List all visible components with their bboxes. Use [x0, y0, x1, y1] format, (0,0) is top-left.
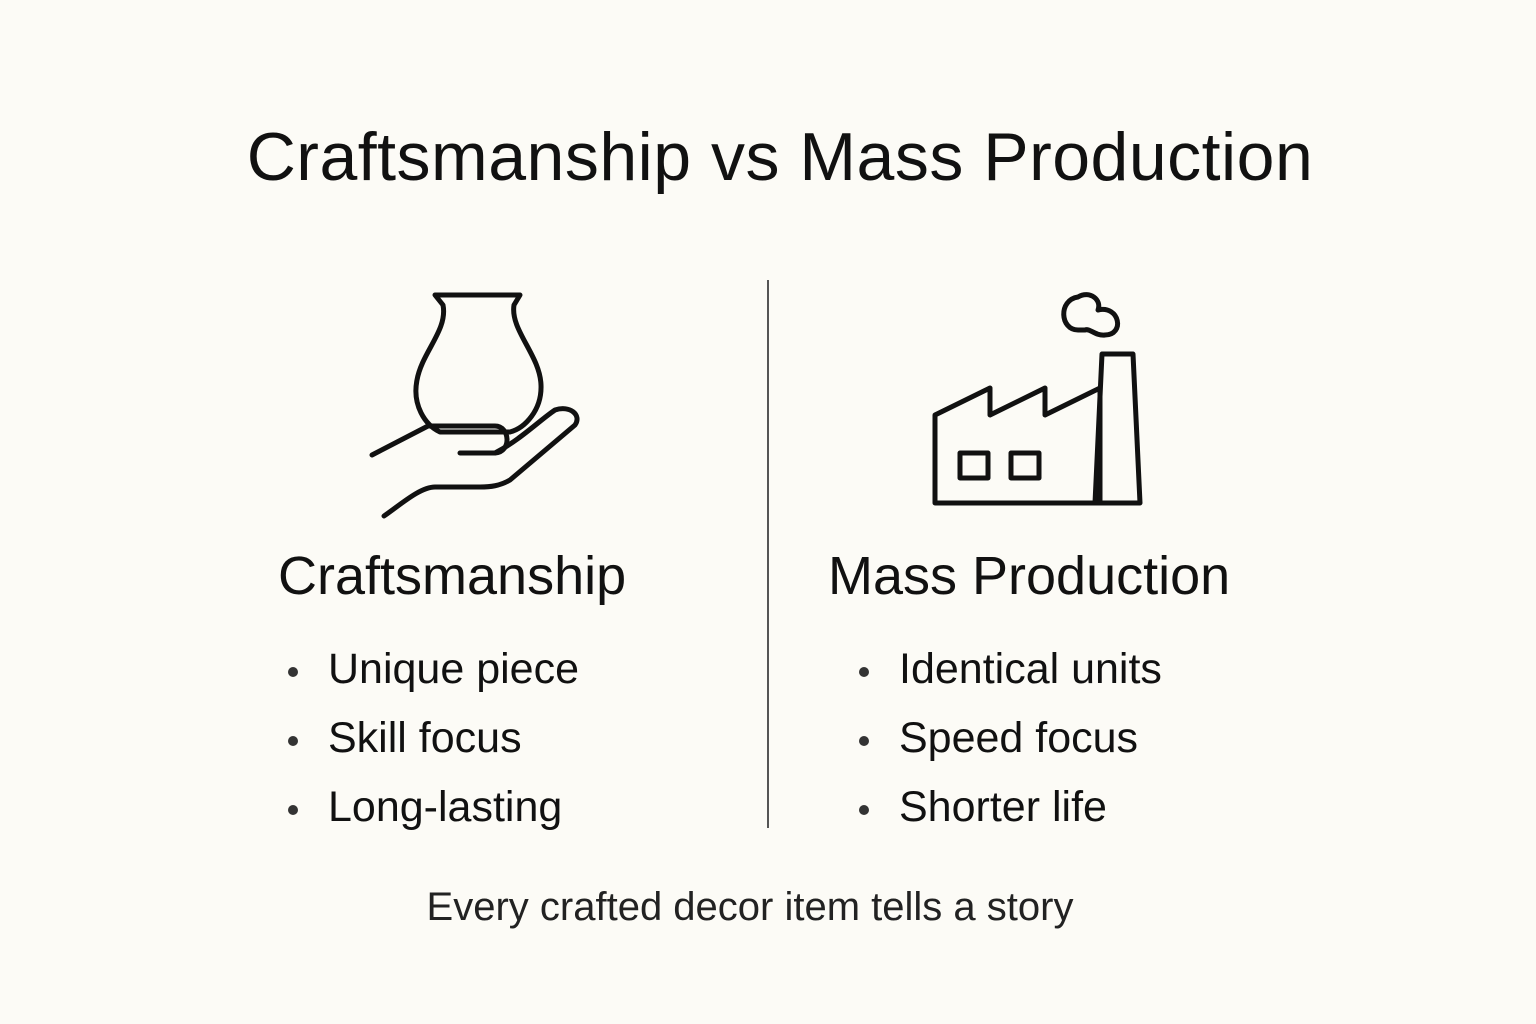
- vase-in-hand-icon: [369, 292, 580, 519]
- mass-production-list: Identical units Speed focus Shorter life: [859, 645, 1162, 852]
- footer-tagline: Every crafted decor item tells a story: [426, 885, 1074, 929]
- mass-production-heading: Mass Production: [828, 546, 1231, 606]
- list-item: Identical units: [859, 645, 1162, 714]
- craftsmanship-heading: Craftsmanship: [278, 546, 627, 606]
- list-item: Speed focus: [859, 714, 1162, 783]
- list-item: Unique piece: [288, 645, 579, 714]
- list-item: Shorter life: [859, 783, 1162, 852]
- page-title: Craftsmanship vs Mass Production: [246, 119, 1314, 195]
- list-item: Skill focus: [288, 714, 579, 783]
- factory-icon: [932, 292, 1143, 506]
- divider: [767, 280, 769, 828]
- list-item: Long-lasting: [288, 783, 579, 852]
- craftsmanship-list: Unique piece Skill focus Long-lasting: [288, 645, 579, 852]
